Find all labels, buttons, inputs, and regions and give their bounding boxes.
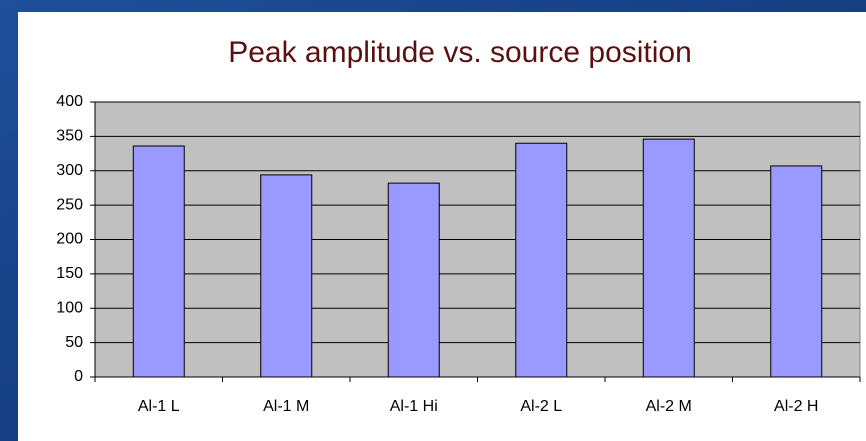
y-tick-label: 300 bbox=[56, 162, 83, 179]
x-tick-label: Al-2 H bbox=[774, 398, 818, 415]
x-tick-label: Al-1 L bbox=[138, 398, 180, 415]
y-tick-label: 400 bbox=[56, 93, 83, 110]
bar bbox=[132, 145, 185, 378]
bar bbox=[260, 174, 313, 378]
y-tick-label: 0 bbox=[74, 368, 83, 385]
y-tick-label: 150 bbox=[56, 265, 83, 282]
x-tick-label: Al-1 M bbox=[263, 398, 309, 415]
bar bbox=[387, 182, 440, 378]
bar bbox=[770, 165, 823, 378]
x-tick-label: Al-2 M bbox=[646, 398, 692, 415]
x-tick-label: Al-1 Hi bbox=[390, 398, 438, 415]
chart-title: Peak amplitude vs. source position bbox=[228, 36, 692, 69]
y-tick-label: 50 bbox=[65, 334, 83, 351]
y-tick-label: 250 bbox=[56, 196, 83, 213]
y-tick-label: 100 bbox=[56, 299, 83, 316]
bar bbox=[515, 142, 568, 378]
y-tick-label: 200 bbox=[56, 231, 83, 248]
x-tick-label: Al-2 L bbox=[520, 398, 562, 415]
y-tick-label: 350 bbox=[56, 128, 83, 145]
bar bbox=[642, 138, 695, 378]
